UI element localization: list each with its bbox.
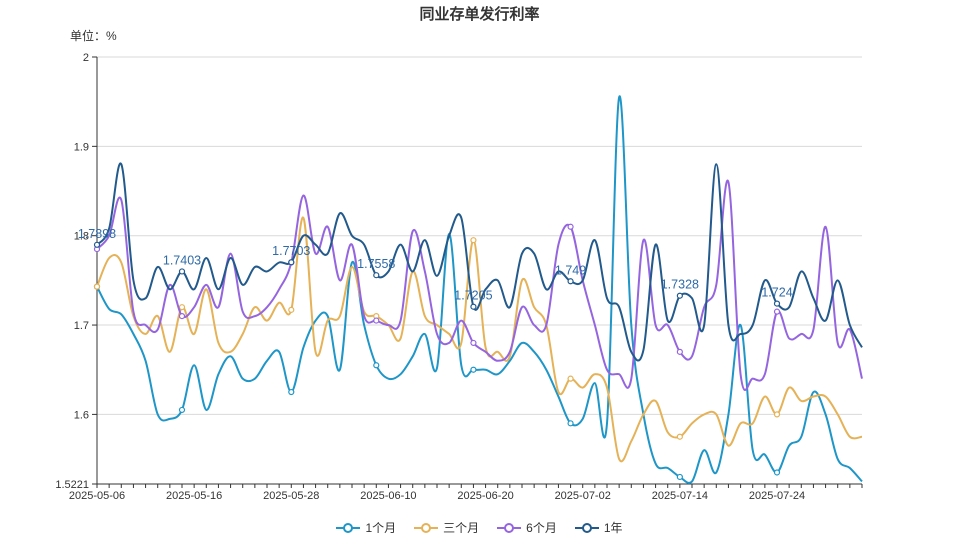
series-line-3m[interactable] <box>96 216 863 463</box>
legend-label: 1年 <box>603 521 623 535</box>
data-point-6m[interactable] <box>676 348 683 355</box>
data-point-6m[interactable] <box>178 313 186 320</box>
data-point-1m[interactable] <box>676 473 683 481</box>
data-point-6m[interactable] <box>470 339 477 347</box>
data-point-1y[interactable] <box>178 268 186 275</box>
x-tick-label: 2025-06-20 <box>457 490 513 502</box>
data-label: 1.7703 <box>272 244 310 258</box>
data-point-1y[interactable] <box>93 241 101 248</box>
legend-swatch-icon <box>336 522 361 533</box>
data-label: 1.724 <box>761 286 792 300</box>
x-tick-label: 2025-07-14 <box>652 490 708 502</box>
y-tick-label: 1.9 <box>74 141 89 153</box>
data-point-3m[interactable] <box>470 237 477 244</box>
data-point-1m[interactable] <box>373 362 380 369</box>
x-tick-label: 2025-05-06 <box>69 490 125 502</box>
legend-label: 三个月 <box>443 521 480 535</box>
data-point-3m[interactable] <box>93 283 101 290</box>
legend-swatch-icon <box>414 522 439 533</box>
legend-item-1y[interactable]: 1年 <box>574 519 623 536</box>
data-point-6m[interactable] <box>567 223 574 230</box>
data-label: 1.7558 <box>357 257 395 271</box>
data-point-1m[interactable] <box>773 469 781 476</box>
y-tick-label: 1.7 <box>74 320 89 332</box>
x-tick-label: 2025-05-16 <box>166 490 222 502</box>
x-tick-label: 2025-07-24 <box>749 490 805 502</box>
y-tick-label: 1.6 <box>74 409 89 421</box>
series-line-1y[interactable] <box>96 162 863 362</box>
data-point-6m[interactable] <box>373 317 380 324</box>
x-tick-label: 2025-07-02 <box>555 490 611 502</box>
data-label: 1.7403 <box>163 253 201 267</box>
x-tick-label: 2025-06-10 <box>360 490 416 502</box>
data-label: 1.749 <box>555 263 586 277</box>
chart-title: 同业存单发行利率 <box>419 6 540 23</box>
data-point-3m[interactable] <box>288 306 295 313</box>
point-labels: 1.7898 1.7403 1.7703 1.7558 1.7205 1.749 1.732… <box>78 227 793 303</box>
legend-label: 6个月 <box>526 521 557 535</box>
data-label: 1.7205 <box>454 289 492 303</box>
series-line-6m[interactable] <box>96 179 863 391</box>
data-point-3m[interactable] <box>773 411 781 418</box>
data-point-3m[interactable] <box>178 304 186 311</box>
data-point-1m[interactable] <box>288 388 295 396</box>
series-lines <box>93 95 863 484</box>
y-tick-label: 1.8 <box>74 231 89 243</box>
legend-item-3m[interactable]: 三个月 <box>414 519 479 536</box>
x-tick-label: 2025-05-28 <box>263 490 319 502</box>
data-point-1y[interactable] <box>676 292 683 299</box>
series-line-1m[interactable] <box>96 95 863 484</box>
data-point-1m[interactable] <box>178 406 186 414</box>
data-point-1y[interactable] <box>373 272 380 279</box>
data-point-3m[interactable] <box>676 433 683 440</box>
legend-swatch-icon <box>574 522 599 533</box>
data-point-1y[interactable] <box>470 303 477 310</box>
data-point-3m[interactable] <box>567 375 574 382</box>
legend-item-6m[interactable]: 6个月 <box>497 519 557 536</box>
legend-item-1m[interactable]: 1个月 <box>336 519 396 536</box>
legend-swatch-icon <box>497 522 522 533</box>
data-point-1m[interactable] <box>567 420 574 427</box>
data-point-1y[interactable] <box>288 259 295 266</box>
data-point-1y[interactable] <box>773 300 781 307</box>
data-label: 1.7328 <box>661 278 699 292</box>
y-tick-label: 2 <box>83 52 89 64</box>
data-point-1m[interactable] <box>470 366 477 373</box>
data-label: 1.7898 <box>78 227 116 241</box>
legend: 1个月 三个月 6个月 1年 <box>0 519 959 536</box>
y-axis-unit-label: 单位：% <box>70 29 117 43</box>
y-tick-label: 1.5221 <box>55 479 89 491</box>
data-point-1y[interactable] <box>567 278 574 285</box>
data-point-6m[interactable] <box>773 308 781 315</box>
legend-label: 1个月 <box>365 521 397 535</box>
